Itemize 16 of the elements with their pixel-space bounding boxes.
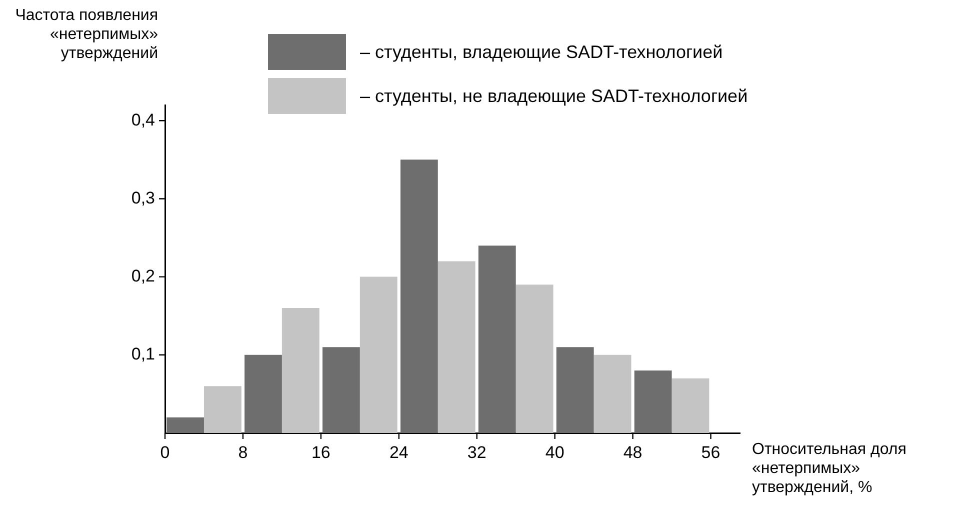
- y-axis-title: Частота появления «нетерпимых» утверждений: [14, 6, 158, 63]
- legend-label: – студенты, не владеющие SADT-технологией: [360, 86, 748, 106]
- x-tick-label: 16: [311, 442, 330, 462]
- x-tick-label: 32: [467, 442, 486, 462]
- x-tick-label: 40: [545, 442, 564, 462]
- y-tick-label: 0,1: [131, 344, 155, 364]
- y-tick-label: 0,3: [131, 188, 155, 208]
- legend-label: – студенты, владеющие SADT-технологией: [360, 42, 723, 62]
- y-tick-label: 0,2: [131, 266, 155, 286]
- x-tick-label: 0: [160, 442, 170, 462]
- x-tick-label: 48: [623, 442, 642, 462]
- x-axis-title: Относительная доля «нетерпимых» утверждений, %: [752, 440, 908, 497]
- x-tick-label: 8: [238, 442, 248, 462]
- x-tick-label: 24: [389, 442, 408, 462]
- y-tick-label: 0,4: [131, 110, 155, 130]
- x-tick-label: 56: [701, 442, 720, 462]
